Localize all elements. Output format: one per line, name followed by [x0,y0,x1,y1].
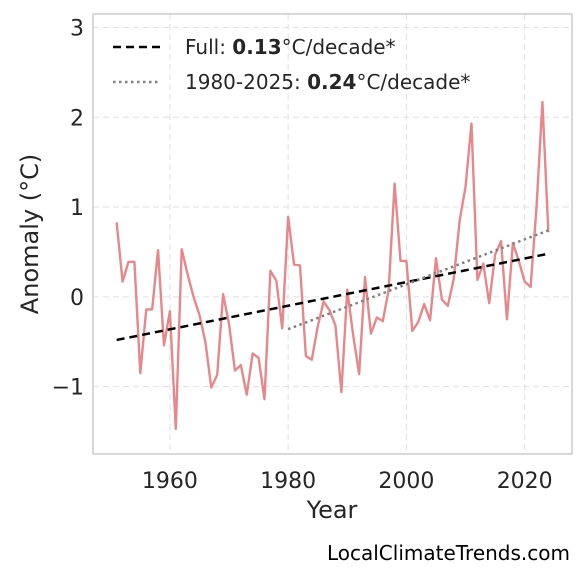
tick-labels: 1960 1980 2000 2020 −1 0 1 2 3 [52,16,553,494]
y-axis-title: Anomaly (°C) [16,154,44,314]
x-axis-title: Year [306,496,358,524]
legend-full-unit: °C/decade* [282,35,396,59]
y-tick-label: 2 [70,106,84,131]
x-tick-label: 2020 [497,469,553,494]
x-tick-label: 2000 [378,469,434,494]
y-tick-label: 1 [70,196,84,221]
legend: Full: 0.13°C/decade* 1980-2025: 0.24°C/d… [113,35,470,94]
legend-label-full: Full: 0.13°C/decade* [185,35,396,59]
legend-label-recent: 1980-2025: 0.24°C/decade* [185,70,470,94]
legend-recent-name: 1980-2025: [185,70,307,94]
legend-full-rate: 0.13 [232,35,281,59]
y-tick-label: 3 [70,16,84,41]
legend-full-name: Full: [185,35,232,59]
full-trend-line [116,252,549,342]
x-tick-label: 1960 [142,469,198,494]
recent-trend-line [287,229,549,331]
x-tick-label: 1980 [260,469,316,494]
legend-recent-rate: 0.24 [307,70,356,94]
y-tick-label: −1 [52,376,84,401]
legend-recent-unit: °C/decade* [356,70,470,94]
series-layer [115,100,550,431]
watermark: LocalClimateTrends.com [327,541,570,565]
anomaly-series-line [115,100,550,431]
y-tick-label: 0 [70,286,84,311]
plot-frame [92,13,573,455]
